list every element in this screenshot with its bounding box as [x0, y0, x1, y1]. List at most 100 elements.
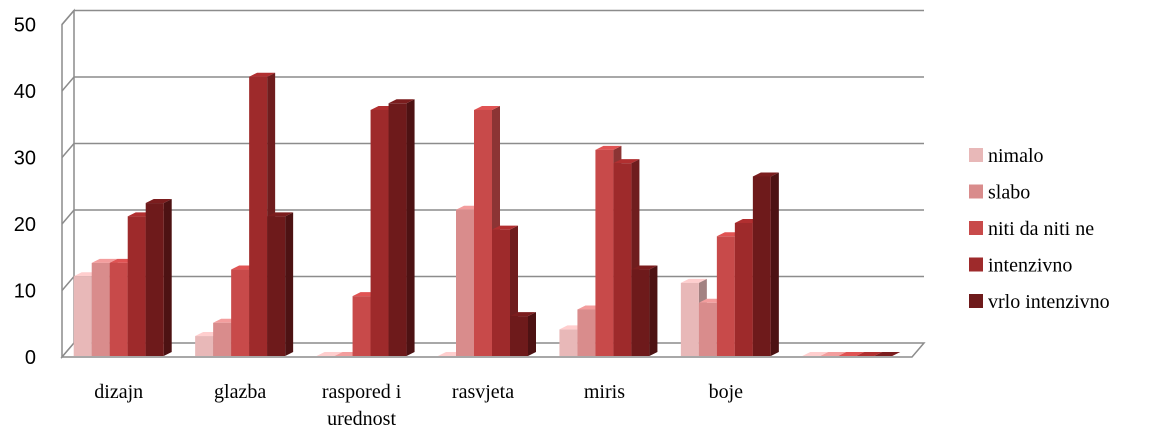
- bar-top: [267, 212, 294, 217]
- chart-walls: [61, 8, 75, 360]
- y-tick-label: 10: [14, 281, 36, 303]
- legend-label: slabo: [988, 182, 1030, 204]
- bar-top: [752, 172, 779, 177]
- bar-front: [91, 262, 110, 356]
- legend-item: nimalo: [969, 145, 1044, 167]
- bar-front: [613, 163, 632, 356]
- x-tick-label: urednost: [327, 408, 396, 430]
- left-wall: [61, 8, 75, 360]
- y-tick-label: 30: [14, 148, 36, 170]
- bar-front: [370, 109, 389, 356]
- bar-front: [492, 229, 510, 356]
- bar-front: [577, 309, 596, 356]
- legend-item: intenzivno: [969, 255, 1072, 277]
- bar-niti-da-niti-ne: [838, 352, 865, 356]
- bar-top: [874, 352, 901, 356]
- bar-front: [716, 236, 735, 356]
- bar-vrlo-intenzivno: [631, 265, 658, 356]
- bar-nimalo: [316, 352, 343, 356]
- bar-nimalo: [802, 352, 829, 356]
- y-tick-label: 50: [14, 15, 36, 37]
- legend-swatch: [969, 184, 983, 199]
- bar-front: [127, 216, 146, 356]
- bar-vrlo-intenzivno: [510, 312, 536, 356]
- legend-item: slabo: [969, 182, 1030, 204]
- bar-top: [249, 72, 276, 77]
- legend-label: vrlo intenzivno: [988, 291, 1110, 313]
- y-tick-label: 0: [25, 347, 36, 369]
- bar-front: [213, 322, 232, 356]
- legend-label: intenzivno: [988, 255, 1072, 277]
- bar-front: [352, 296, 371, 356]
- bar-top: [145, 199, 172, 204]
- bars: [73, 72, 901, 357]
- gridline-diagonal: [61, 10, 75, 25]
- legend-label: nimalo: [988, 145, 1044, 167]
- gridline-diagonal: [61, 143, 75, 158]
- bar-side: [163, 199, 172, 356]
- bar-side: [770, 172, 779, 356]
- gridline-diagonal: [61, 209, 75, 225]
- bar-top: [613, 159, 640, 164]
- bar-top: [474, 105, 500, 110]
- x-tick-label: rasvjeta: [452, 381, 514, 403]
- legend: nimalo slabo niti da niti ne intenzivno vrlo…: [969, 145, 1110, 313]
- bar-front: [698, 302, 717, 356]
- bar-top: [492, 225, 518, 230]
- legend-swatch: [969, 221, 983, 235]
- bar-side: [406, 99, 415, 357]
- bar-top: [802, 352, 829, 356]
- bar-top: [680, 278, 707, 283]
- bar-top: [388, 99, 415, 104]
- bar-front: [195, 336, 214, 356]
- bar-vrlo-intenzivno: [388, 99, 415, 357]
- x-tick-label: boje: [709, 381, 744, 403]
- bar-front: [595, 149, 614, 356]
- legend-item: vrlo intenzivno: [969, 291, 1110, 313]
- bar-vrlo-intenzivno: [267, 212, 294, 356]
- bar-vrlo-intenzivno: [874, 352, 901, 356]
- gridline-diagonal: [61, 76, 75, 92]
- legend-item: niti da niti ne: [969, 218, 1094, 240]
- y-tick-label: 40: [14, 81, 36, 103]
- bar-top: [631, 265, 658, 270]
- bar-front: [388, 103, 407, 356]
- bar-top: [856, 352, 883, 356]
- bar-top: [510, 312, 536, 317]
- legend-swatch: [969, 148, 983, 162]
- bar-top: [838, 352, 865, 356]
- bar-vrlo-intenzivno: [752, 172, 779, 356]
- x-tick-label: dizajn: [94, 381, 143, 403]
- gridline-diagonal: [61, 276, 75, 291]
- bar-front: [145, 203, 164, 356]
- bar-front: [631, 269, 650, 356]
- bar-front: [231, 269, 250, 356]
- x-tick-label: raspored i: [322, 381, 402, 403]
- bar-front: [109, 262, 128, 356]
- y-axis: 0 10 20 30 40 50: [14, 15, 36, 370]
- y-tick-label: 20: [14, 214, 36, 236]
- bar-vrlo-intenzivno: [145, 199, 172, 356]
- bar-front: [73, 276, 92, 356]
- bar-intenzivno: [856, 352, 883, 356]
- bar-side: [649, 265, 658, 356]
- legend-label: niti da niti ne: [988, 218, 1094, 240]
- legend-swatch: [969, 294, 983, 308]
- bar-front: [249, 76, 268, 356]
- bar-top: [91, 258, 118, 263]
- legend-swatch: [969, 257, 983, 272]
- bar-front: [474, 109, 492, 356]
- bar-side: [285, 212, 294, 356]
- bar-front: [752, 176, 771, 356]
- x-tick-label: glazba: [214, 381, 266, 403]
- bar-side: [528, 312, 536, 356]
- bar-slabo: [820, 352, 847, 356]
- bar-top: [820, 352, 847, 356]
- x-tick-label: miris: [584, 381, 625, 403]
- bar-front: [510, 316, 528, 356]
- bar-top: [595, 145, 622, 150]
- bar-front: [559, 329, 578, 356]
- bar-front: [267, 216, 286, 356]
- bar-front: [456, 209, 474, 356]
